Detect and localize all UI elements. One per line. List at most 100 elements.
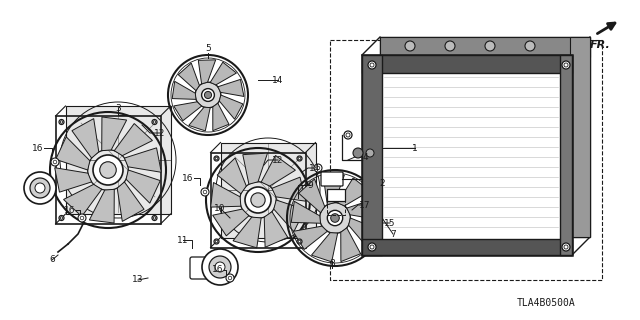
Polygon shape	[172, 81, 196, 100]
Circle shape	[562, 243, 570, 251]
Text: 15: 15	[384, 219, 396, 228]
Circle shape	[202, 249, 238, 285]
Bar	[56, 116, 161, 224]
Circle shape	[485, 41, 495, 51]
Text: 14: 14	[309, 164, 321, 172]
Bar	[362, 55, 382, 255]
Polygon shape	[102, 117, 127, 151]
Bar	[65, 106, 170, 214]
Circle shape	[93, 155, 123, 185]
Polygon shape	[233, 217, 261, 248]
Bar	[570, 37, 590, 237]
Circle shape	[297, 156, 302, 161]
Bar	[211, 153, 305, 247]
Circle shape	[314, 164, 322, 172]
Text: TLA4B0500A: TLA4B0500A	[516, 298, 575, 308]
Polygon shape	[56, 137, 90, 170]
Circle shape	[226, 274, 234, 282]
Circle shape	[366, 149, 374, 157]
Polygon shape	[272, 177, 306, 201]
Circle shape	[525, 41, 535, 51]
Polygon shape	[189, 107, 210, 131]
Circle shape	[331, 214, 339, 222]
Text: 13: 13	[132, 276, 144, 284]
Circle shape	[297, 239, 302, 244]
Polygon shape	[299, 179, 324, 213]
Bar	[380, 37, 590, 57]
Polygon shape	[338, 178, 370, 206]
Circle shape	[152, 119, 157, 124]
Circle shape	[100, 162, 116, 178]
Polygon shape	[90, 189, 115, 223]
Circle shape	[152, 215, 157, 220]
Polygon shape	[117, 182, 144, 221]
Bar	[560, 55, 572, 255]
Polygon shape	[63, 184, 102, 216]
Circle shape	[59, 215, 64, 220]
Circle shape	[24, 172, 56, 204]
Bar	[327, 189, 345, 201]
Polygon shape	[274, 200, 305, 232]
Polygon shape	[243, 153, 268, 184]
Circle shape	[215, 262, 225, 272]
Polygon shape	[323, 175, 344, 205]
Circle shape	[209, 256, 231, 278]
Circle shape	[202, 89, 214, 101]
Text: 16: 16	[182, 173, 194, 182]
Text: 11: 11	[177, 236, 189, 244]
Circle shape	[368, 61, 376, 69]
Circle shape	[201, 188, 209, 196]
Circle shape	[327, 210, 342, 226]
Polygon shape	[211, 182, 241, 207]
Polygon shape	[261, 156, 296, 186]
Polygon shape	[54, 168, 92, 192]
Circle shape	[368, 243, 376, 251]
Polygon shape	[220, 95, 243, 119]
Text: 3: 3	[115, 103, 121, 113]
Polygon shape	[198, 60, 216, 84]
Text: 4: 4	[362, 153, 368, 162]
Text: 16: 16	[64, 205, 76, 214]
Circle shape	[251, 193, 265, 207]
Text: 9: 9	[307, 180, 313, 189]
Bar	[221, 142, 316, 237]
Text: 7: 7	[390, 229, 396, 238]
Text: 10: 10	[214, 204, 226, 212]
Polygon shape	[217, 158, 246, 194]
Polygon shape	[340, 228, 361, 262]
Circle shape	[51, 158, 59, 166]
Polygon shape	[312, 233, 338, 262]
Polygon shape	[264, 212, 288, 247]
Circle shape	[30, 178, 50, 198]
Bar	[380, 37, 590, 237]
Circle shape	[195, 82, 221, 108]
Polygon shape	[72, 119, 99, 158]
Polygon shape	[124, 148, 161, 172]
Circle shape	[204, 92, 212, 99]
Text: 8: 8	[329, 259, 335, 268]
Polygon shape	[173, 102, 202, 121]
Circle shape	[214, 239, 219, 244]
Polygon shape	[293, 226, 327, 250]
Polygon shape	[115, 124, 152, 156]
Circle shape	[35, 183, 45, 193]
Circle shape	[245, 187, 271, 213]
Bar	[362, 55, 572, 255]
FancyBboxPatch shape	[190, 257, 210, 279]
Circle shape	[78, 214, 86, 222]
Polygon shape	[212, 209, 249, 236]
Polygon shape	[179, 63, 200, 91]
Polygon shape	[126, 170, 160, 203]
Polygon shape	[349, 218, 378, 248]
Circle shape	[562, 61, 570, 69]
Circle shape	[214, 156, 219, 161]
Text: 1: 1	[412, 143, 418, 153]
Circle shape	[353, 148, 363, 158]
Text: 17: 17	[359, 201, 371, 210]
Text: 12: 12	[154, 129, 166, 138]
Polygon shape	[212, 103, 229, 131]
Polygon shape	[210, 62, 237, 85]
Text: 16: 16	[212, 266, 224, 275]
Text: 5: 5	[205, 44, 211, 52]
Polygon shape	[347, 199, 379, 220]
